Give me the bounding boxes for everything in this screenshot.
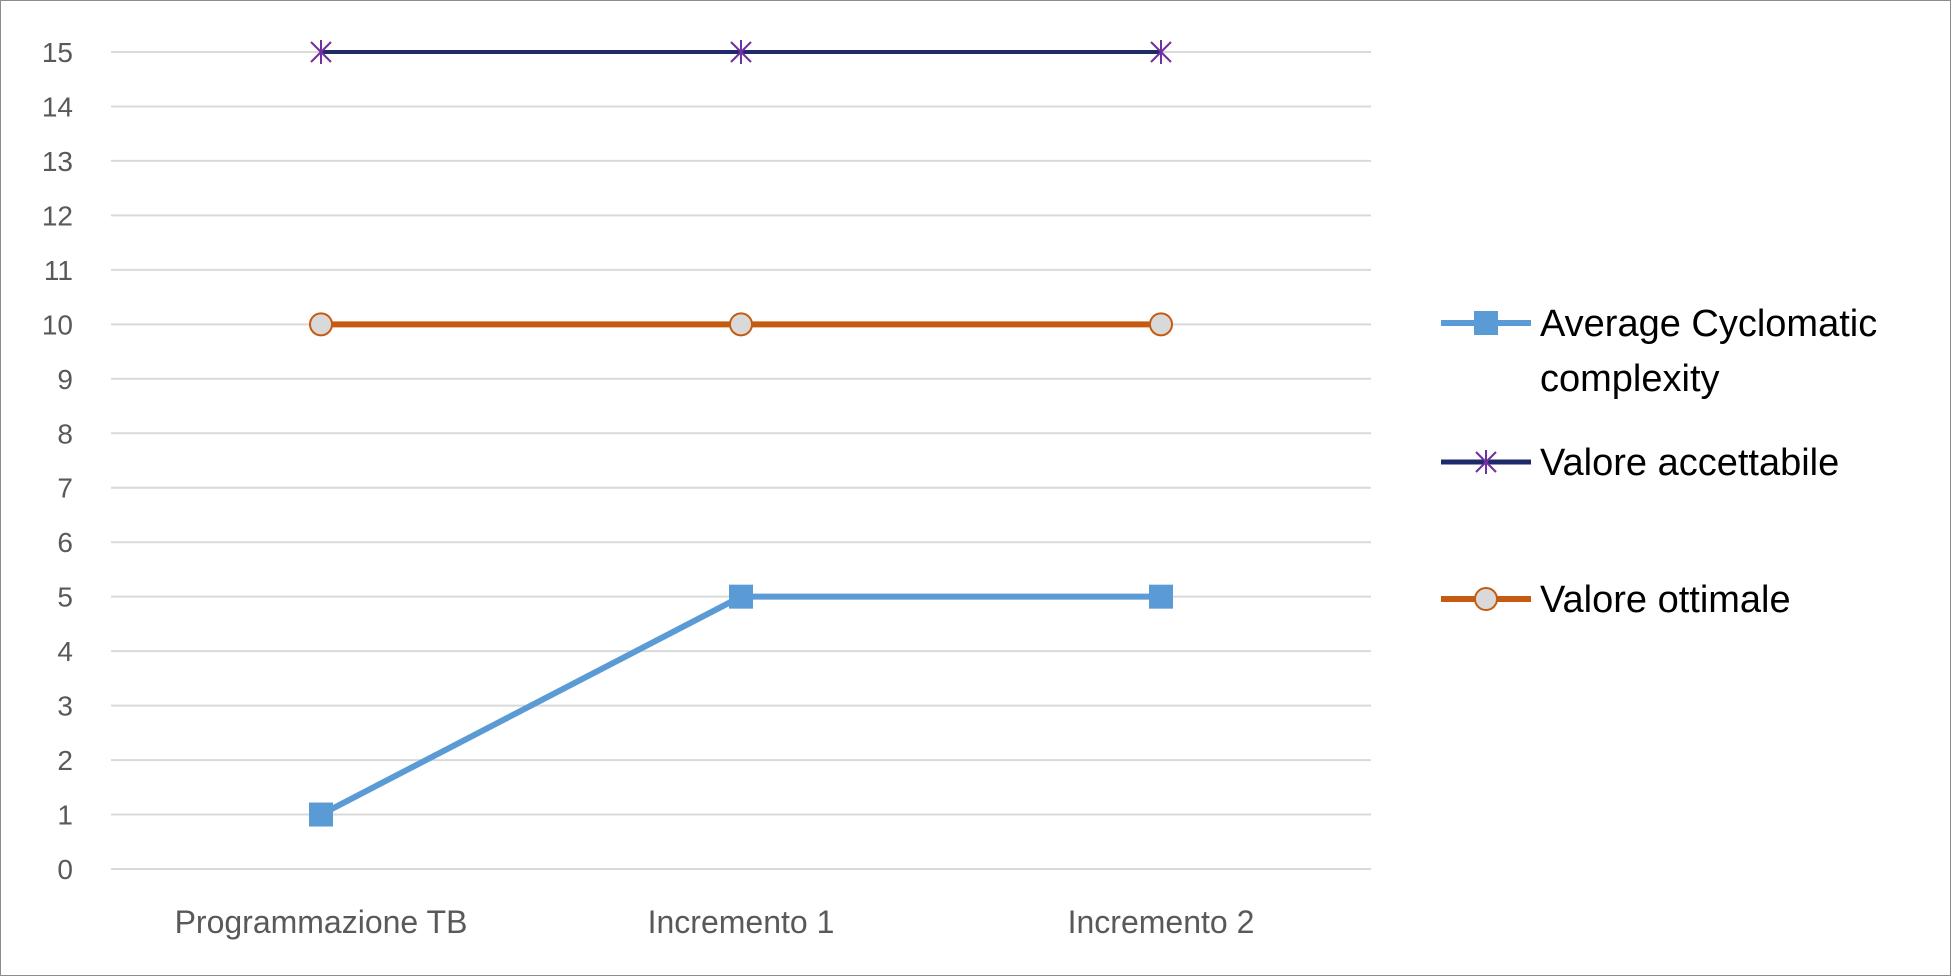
y-tick-label: 6 [57, 527, 73, 558]
legend-label: Valore ottimale [1540, 579, 1791, 621]
x-tick-label: Incremento 1 [648, 904, 835, 940]
y-tick-label: 2 [57, 745, 73, 776]
legend-label: Valore accettabile [1540, 442, 1839, 484]
series-valore-ottimale [309, 312, 1173, 337]
data-point-circle [1149, 312, 1173, 337]
data-point-square [729, 584, 753, 609]
y-tick-label: 4 [57, 636, 73, 667]
y-tick-label: 15 [42, 37, 73, 68]
legend-label: complexity [1540, 358, 1720, 400]
gridlines [111, 51, 1371, 870]
y-tick-label: 14 [42, 91, 73, 122]
y-tick-label: 0 [57, 854, 73, 885]
data-point-circle [1474, 587, 1498, 611]
x-axis: Programmazione TB Incremento 1 Incremento … [175, 904, 1255, 940]
y-tick-label: 7 [57, 473, 73, 504]
data-point-asterisk [310, 40, 332, 64]
x-tick-label: Programmazione TB [175, 904, 468, 940]
series-layer [309, 40, 1173, 827]
y-tick-label: 13 [42, 146, 73, 177]
y-tick-label: 5 [57, 582, 73, 613]
y-tick-label: 1 [57, 800, 73, 831]
y-tick-label: 12 [42, 200, 73, 231]
legend-entry: Valore accettabile [1441, 442, 1839, 484]
legend-entry: Valore ottimale [1441, 579, 1791, 621]
legend: Average Cyclomatic complexity Valore accet… [1441, 303, 1877, 621]
data-point-square [309, 802, 333, 827]
y-tick-label: 8 [57, 418, 73, 449]
series-valore-accettabile [310, 40, 1172, 64]
data-point-square [1474, 311, 1498, 335]
data-point-asterisk [1475, 450, 1497, 474]
data-point-square [1149, 584, 1173, 609]
data-point-asterisk [1150, 40, 1172, 64]
y-tick-label: 3 [57, 691, 73, 722]
series-average-cyclomatic-complexity [309, 584, 1173, 827]
data-point-circle [309, 312, 333, 337]
data-point-circle [729, 312, 753, 337]
legend-label: Average Cyclomatic [1540, 303, 1877, 345]
legend-entry: Average Cyclomatic complexity [1441, 303, 1877, 400]
y-tick-label: 10 [42, 309, 73, 340]
data-point-asterisk [730, 40, 752, 64]
y-tick-label: 11 [44, 255, 73, 286]
x-tick-label: Incremento 2 [1068, 904, 1255, 940]
y-tick-label: 9 [57, 364, 73, 395]
